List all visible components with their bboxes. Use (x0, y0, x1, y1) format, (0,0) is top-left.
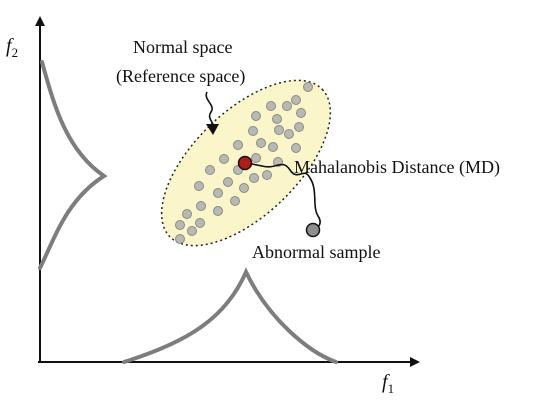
sample-point (233, 140, 243, 150)
sample-point (249, 173, 259, 183)
sample-point (230, 196, 240, 206)
sample-point (284, 129, 294, 139)
sample-point (291, 95, 301, 105)
normal-samples (175, 82, 313, 244)
abnormal-sample-point (305, 222, 321, 238)
sample-point (205, 165, 215, 175)
sample-point (251, 153, 261, 163)
sample-point (294, 122, 304, 132)
sample-point (194, 181, 204, 191)
y-marginal-curve (38, 60, 108, 270)
y-axis-label: f2 (6, 35, 18, 60)
sample-point (291, 143, 301, 153)
sample-point (219, 154, 229, 164)
abnormal-sample-label: Abnormal sample (252, 242, 380, 262)
sample-point (248, 126, 258, 136)
label-pointer-arrowhead (206, 124, 219, 135)
sample-point (195, 218, 205, 228)
sample-point (251, 111, 261, 121)
sample-point (266, 101, 276, 111)
sample-point (213, 206, 223, 216)
sample-point (239, 183, 249, 193)
normal-space-label: Normal space (133, 37, 232, 57)
x-axis-label: f1 (382, 371, 394, 396)
reference-space-label: (Reference space) (116, 66, 245, 87)
md-label: Mahalanobis Distance (MD) (294, 157, 500, 178)
sample-point (274, 125, 284, 135)
sample-point (296, 108, 306, 118)
sample-point (272, 114, 282, 124)
sample-point (282, 101, 292, 111)
sample-point (256, 138, 266, 148)
sample-point (182, 209, 192, 219)
center-point (237, 155, 253, 171)
sample-point (223, 177, 233, 187)
sample-point (262, 170, 272, 180)
md-connector (246, 162, 321, 230)
sample-point (187, 226, 197, 236)
sample-point (175, 220, 185, 230)
sample-point (175, 234, 185, 244)
sample-point (196, 201, 206, 211)
sample-point (268, 142, 278, 152)
sample-point (303, 82, 313, 92)
sample-point (213, 188, 223, 198)
x-marginal-curve (122, 267, 338, 364)
